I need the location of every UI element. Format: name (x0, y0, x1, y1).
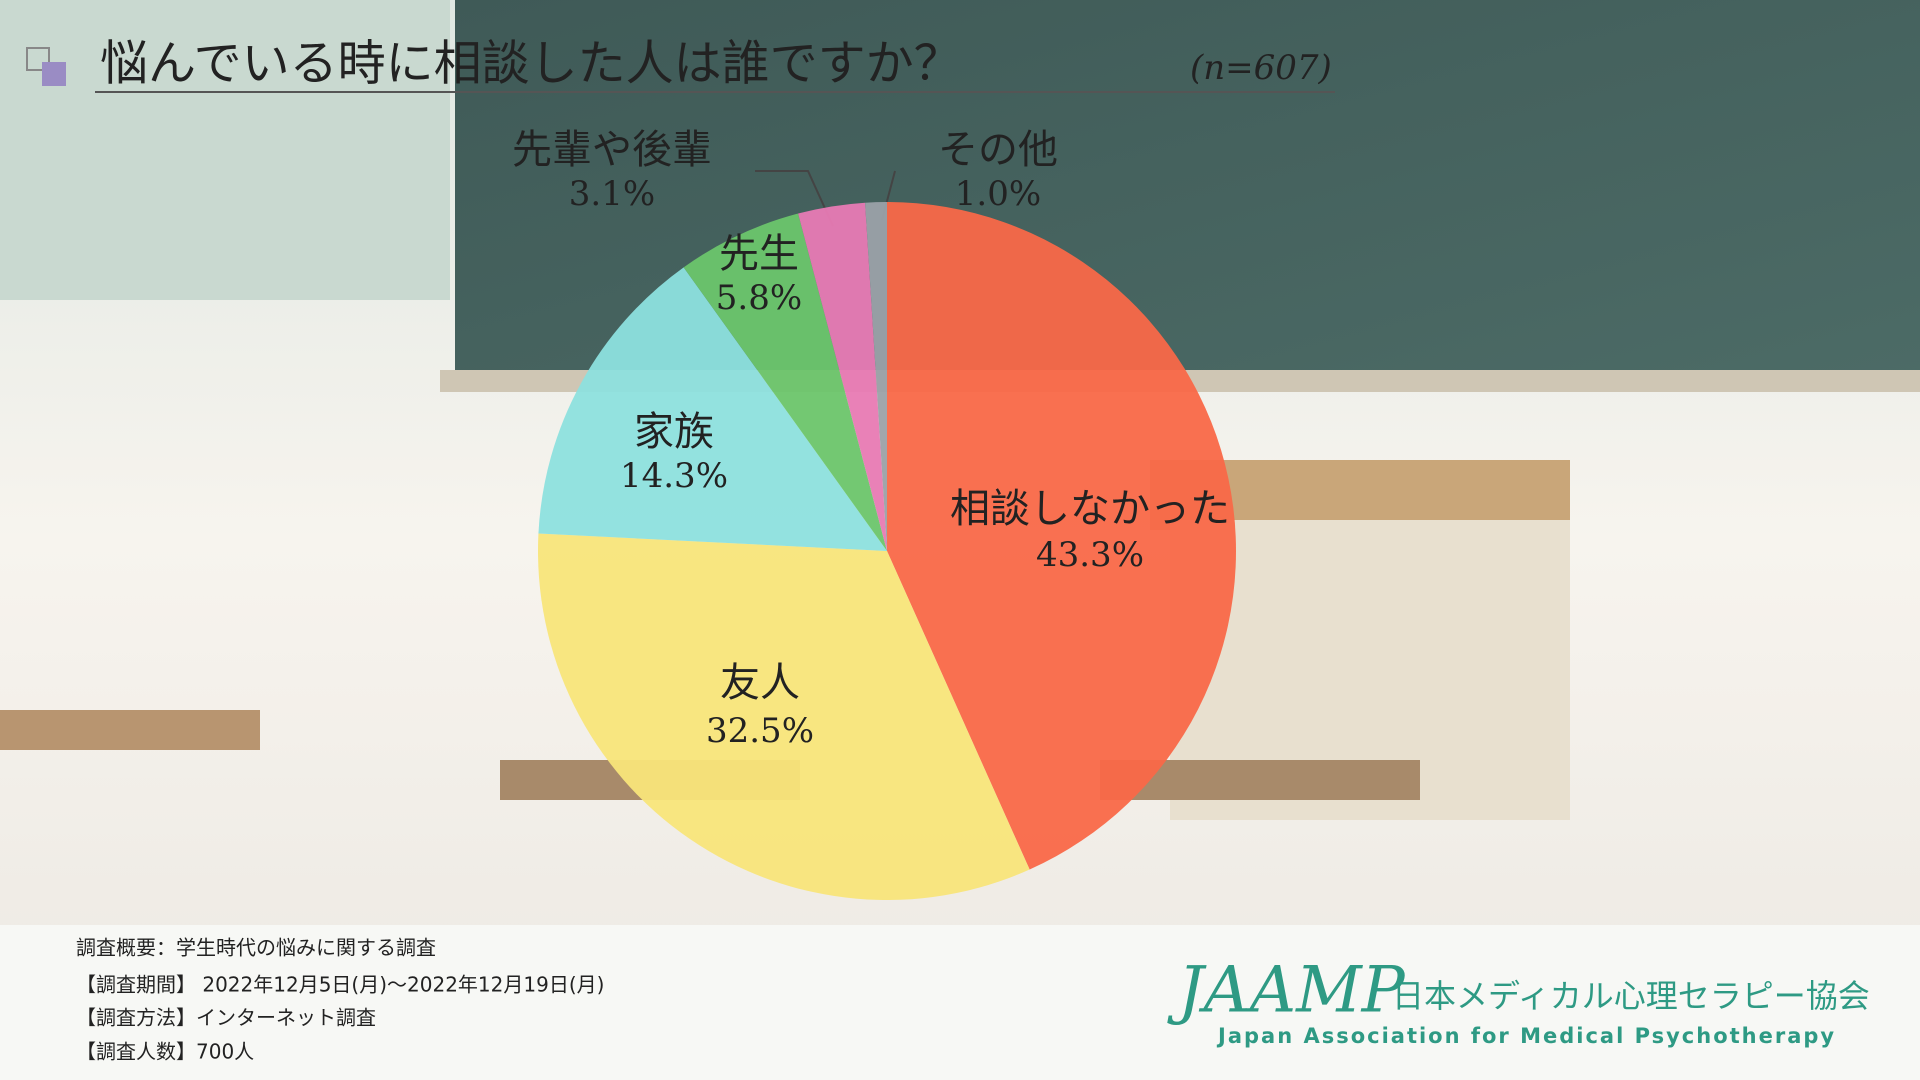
slice-label: 先生 (719, 231, 799, 277)
slice-value-label: 5.8% (716, 278, 802, 318)
chart-subtitle: (n=607) (1190, 48, 1332, 88)
pie-slice (538, 533, 1030, 901)
slice-value-label: 32.5% (706, 711, 814, 751)
slice-label: その他 (938, 127, 1058, 173)
slice-label: 家族 (634, 409, 714, 455)
slice-label: 先輩や後輩 (512, 127, 712, 173)
slice-value-label: 14.3% (620, 456, 728, 496)
footer-line: 調査概要：学生時代の悩みに関する調査 (76, 936, 436, 960)
slice-value-label: 1.0% (955, 174, 1041, 214)
window-wall (0, 0, 450, 300)
chart-title: 悩んでいる時に相談した人は誰ですか？ (100, 36, 962, 92)
slice-label: 相談しなかった (950, 486, 1230, 532)
pie-slice (798, 202, 887, 552)
footer-line: 【調査期間】 2022年12月5日(月)～2022年12月19日(月) (76, 973, 604, 997)
logo-name: 日本メディカル心理セラピー協会 (1392, 977, 1870, 1015)
footer-bar (0, 925, 1920, 1080)
logo-mark: JAAMP (1167, 954, 1406, 1028)
pie (538, 202, 1237, 901)
pie-slice (683, 213, 887, 551)
desk-left (0, 710, 260, 750)
slice-value-label: 43.3% (1036, 535, 1144, 575)
footer-line: 【調査方法】インターネット調査 (76, 1006, 376, 1030)
footer-line: 【調査人数】700人 (76, 1040, 254, 1064)
pie-slice (887, 202, 1237, 870)
slice-label: 友人 (720, 660, 800, 706)
logo-english: Japan Association for Medical Psychother… (1216, 1024, 1836, 1048)
title-icon (42, 62, 66, 86)
pie-slice (865, 202, 887, 551)
pie-slice (538, 267, 887, 551)
title-icon (26, 47, 50, 71)
slice-value-label: 3.1% (569, 174, 655, 214)
